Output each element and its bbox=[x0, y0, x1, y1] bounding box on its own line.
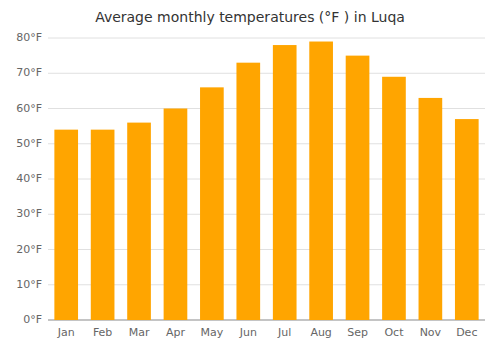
y-tick-label: 80°F bbox=[16, 31, 42, 44]
bar bbox=[236, 63, 260, 320]
title: Average monthly temperatures (°F ) in Lu… bbox=[95, 9, 405, 25]
x-tick-label: Jun bbox=[239, 326, 257, 339]
grid bbox=[48, 38, 485, 320]
y-tick-label: 0°F bbox=[23, 313, 42, 326]
x-tick-label: Oct bbox=[384, 326, 404, 339]
x-tick-label: Feb bbox=[93, 326, 112, 339]
bar bbox=[346, 56, 370, 320]
bars bbox=[54, 42, 478, 320]
bar bbox=[164, 109, 188, 321]
x-tick-label: Dec bbox=[456, 326, 477, 339]
x-tick-label: Nov bbox=[420, 326, 442, 339]
x-tick-label: Aug bbox=[310, 326, 331, 339]
bar bbox=[54, 130, 78, 320]
bar bbox=[382, 77, 406, 320]
y-tick-label: 60°F bbox=[16, 102, 42, 115]
y-tick-label: 10°F bbox=[16, 278, 42, 291]
y-tick-label: 70°F bbox=[16, 66, 42, 79]
x-tick-label: Jul bbox=[277, 326, 291, 339]
bar bbox=[273, 45, 297, 320]
grid-line bbox=[48, 38, 485, 39]
grid-line bbox=[48, 73, 485, 74]
x-tick-label: Sep bbox=[347, 326, 368, 339]
y-tick-label: 50°F bbox=[16, 137, 42, 150]
chart-svg: 0°F 10°F 20°F 30°F 40°F 50°F 60°F 70°F 80°F Jan Fe… bbox=[0, 0, 500, 350]
y-tick-label: 20°F bbox=[16, 243, 42, 256]
chart-container: 0°F 10°F 20°F 30°F 40°F 50°F 60°F 70°F 80°F Jan Fe… bbox=[0, 0, 500, 350]
bar bbox=[309, 42, 333, 320]
x-tick-label: Apr bbox=[166, 326, 186, 339]
bar bbox=[127, 123, 151, 320]
x-tick-label: Mar bbox=[129, 326, 150, 339]
bar bbox=[419, 98, 443, 320]
bar bbox=[91, 130, 115, 320]
bar bbox=[200, 87, 224, 320]
x-tick-label: May bbox=[201, 326, 224, 339]
y-tick-label: 40°F bbox=[16, 172, 42, 185]
bar bbox=[455, 119, 479, 320]
x-tick-label: Jan bbox=[57, 326, 75, 339]
axes: 0°F 10°F 20°F 30°F 40°F 50°F 60°F 70°F 80°F Jan Fe… bbox=[16, 31, 485, 339]
y-tick-label: 30°F bbox=[16, 207, 42, 220]
